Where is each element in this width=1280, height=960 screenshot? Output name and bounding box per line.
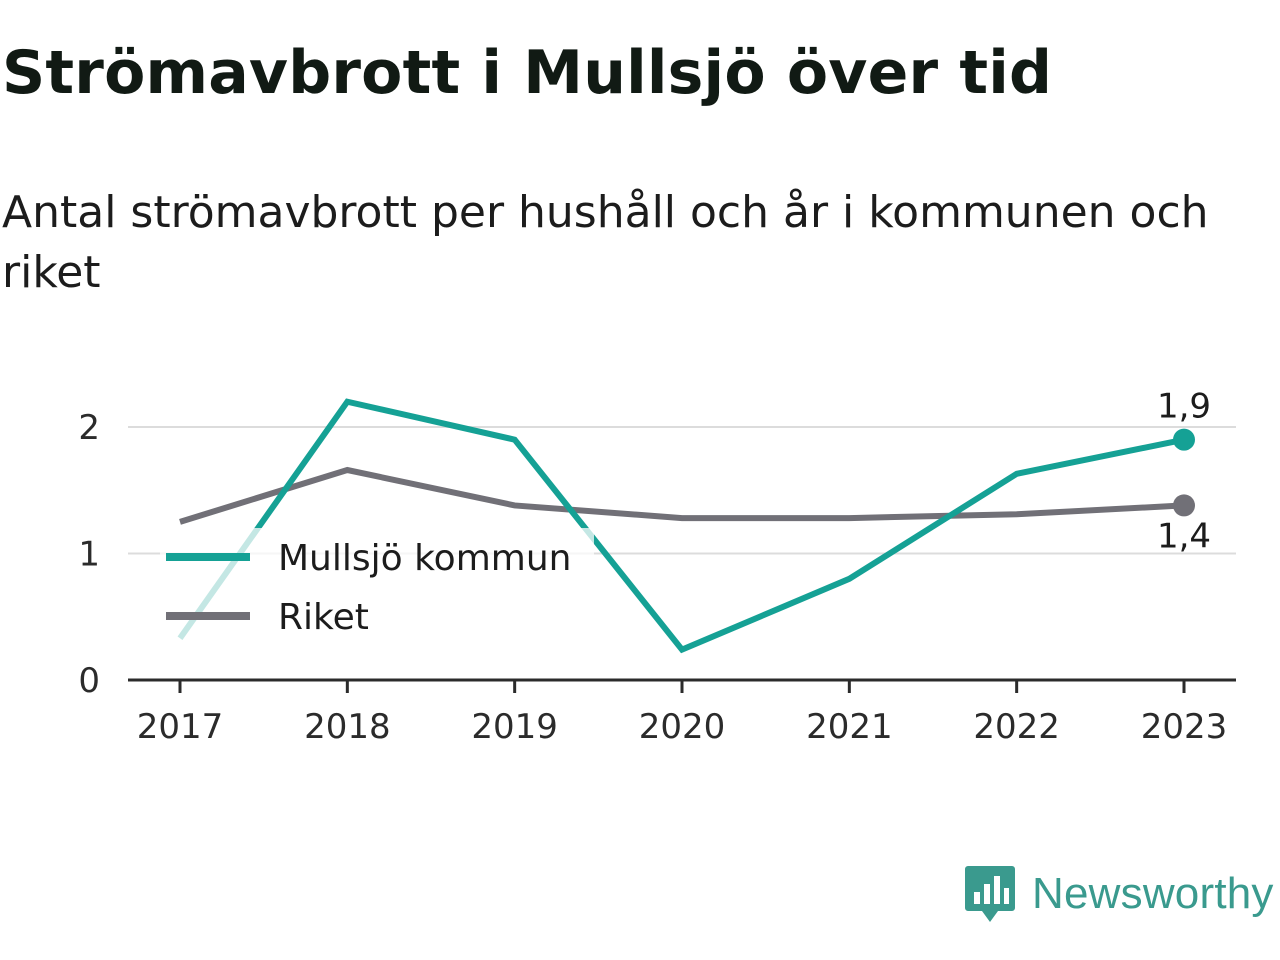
brand-logo: Newsworthy bbox=[964, 864, 1274, 924]
series-end-point bbox=[1173, 428, 1195, 451]
x-tick-label: 2021 bbox=[806, 707, 893, 747]
series-lines bbox=[177, 398, 1195, 654]
x-tick-label: 2022 bbox=[973, 707, 1060, 747]
x-tick-label: 2017 bbox=[137, 707, 224, 747]
brand-name: Newsworthy bbox=[1032, 869, 1274, 918]
end-value-labels: 1,9 1,4 bbox=[1157, 387, 1211, 557]
y-axis: 0 1 2 bbox=[78, 408, 100, 701]
legend: Mullsjö kommun Riket bbox=[160, 528, 594, 644]
series-end-point bbox=[1173, 494, 1195, 517]
legend-background bbox=[160, 528, 594, 644]
x-axis: 2017 2018 2019 2020 2021 2022 2023 bbox=[128, 678, 1236, 747]
y-tick-label: 2 bbox=[78, 408, 100, 448]
legend-label: Riket bbox=[278, 597, 369, 638]
chart-title: Strömavbrott i Mullsjö över tid bbox=[2, 38, 1053, 108]
y-tick-label: 0 bbox=[78, 661, 100, 701]
chart-subtitle: Antal strömavbrott per hushåll och år i … bbox=[2, 187, 1209, 298]
x-tick-label: 2019 bbox=[471, 707, 558, 747]
value-label-kommun: 1,9 bbox=[1157, 387, 1211, 427]
newsworthy-logo-icon bbox=[965, 866, 1015, 922]
x-tick-label: 2018 bbox=[304, 707, 391, 747]
x-tick-label: 2023 bbox=[1141, 707, 1228, 747]
series-line-riket bbox=[179, 466, 1185, 525]
series-line-kommun bbox=[177, 398, 1185, 654]
x-tick-label: 2020 bbox=[639, 707, 726, 747]
value-label-riket: 1,4 bbox=[1157, 516, 1211, 556]
legend-label: Mullsjö kommun bbox=[278, 538, 571, 579]
y-tick-label: 1 bbox=[78, 535, 100, 575]
